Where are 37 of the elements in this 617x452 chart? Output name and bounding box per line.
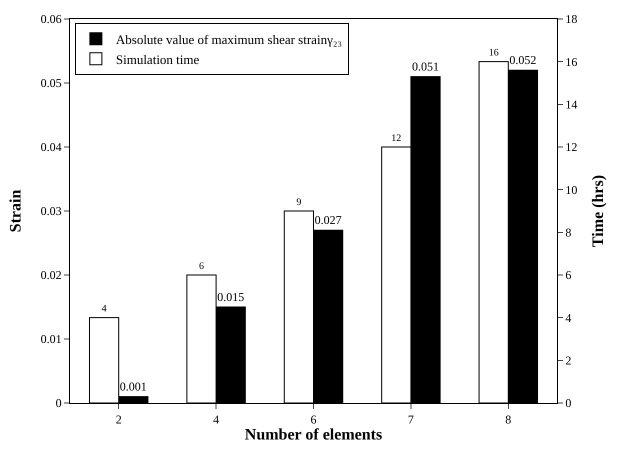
data-label: 4: [102, 304, 107, 315]
y2-tick-label: 10: [565, 182, 578, 197]
y-tick-label: 0.03: [40, 204, 62, 218]
data-label: 6: [198, 261, 204, 272]
y-tick-label: 0.04: [40, 140, 62, 154]
y2-tick-label: 2: [565, 354, 572, 368]
x-axis-title: Number of elements: [244, 426, 382, 444]
x-tick-label: 6: [310, 412, 316, 426]
y2-tick-label: 18: [565, 12, 578, 26]
x-tick-label: 7: [408, 412, 414, 426]
legend-label: Simulation time: [116, 52, 200, 67]
y-tick-label: 0: [56, 396, 62, 410]
y-tick-label: 0.01: [40, 332, 62, 346]
y2-tick-label: 12: [565, 140, 578, 154]
data-label: 16: [488, 48, 499, 59]
data-label: 0.051: [412, 60, 440, 74]
y2-axis-title: Time (hrs): [590, 174, 608, 248]
data-label: 0.027: [314, 213, 342, 228]
y-axis-title: Strain: [8, 190, 24, 232]
y-tick-label: 0.05: [40, 76, 62, 90]
x-tick-label: 2: [116, 412, 122, 426]
y2-tick-label: 14: [565, 98, 578, 112]
data-label: 0.001: [120, 380, 147, 394]
data-label: 9: [296, 197, 302, 208]
data-label: 12: [391, 133, 402, 144]
y2-tick-label: 6: [565, 268, 572, 282]
y2-tick-label: 0: [565, 396, 572, 410]
legend-label: Absolute value of maximum shear strainγ₂₃: [116, 32, 342, 47]
y-tick-label: 0.02: [40, 268, 62, 282]
data-label: 0.052: [509, 53, 536, 68]
x-tick-label: 8: [505, 412, 512, 426]
data-label: 0.015: [217, 290, 244, 304]
y-tick-label: 0.06: [40, 12, 62, 26]
y2-tick-label: 4: [565, 310, 572, 325]
y2-tick-label: 16: [565, 54, 578, 69]
x-tick-label: 4: [213, 412, 220, 426]
y2-tick-label: 8: [565, 226, 572, 240]
